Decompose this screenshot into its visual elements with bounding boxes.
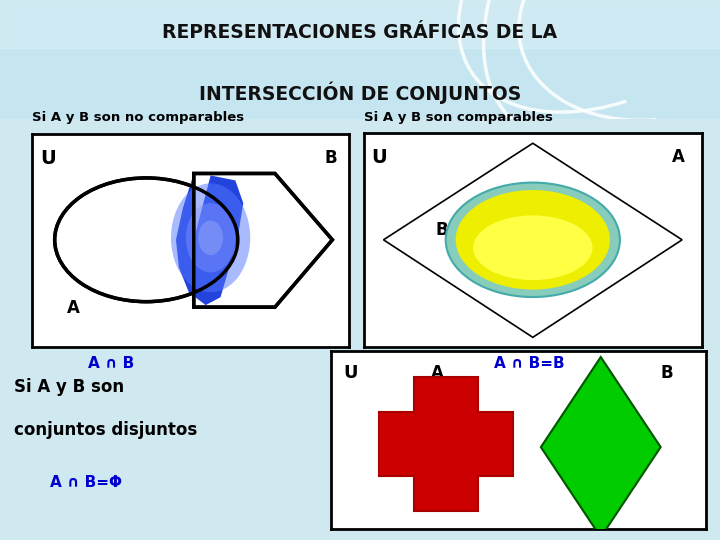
Text: U: U [40,148,56,168]
Text: A: A [431,364,444,382]
Ellipse shape [456,190,610,289]
Polygon shape [176,173,243,305]
Polygon shape [541,357,661,537]
Polygon shape [379,377,513,511]
Text: REPRESENTACIONES GRÁFICAS DE LA: REPRESENTACIONES GRÁFICAS DE LA [163,23,557,42]
Text: INTERSECCIÓN DE CONJUNTOS: INTERSECCIÓN DE CONJUNTOS [199,82,521,104]
Text: A: A [672,148,685,166]
Text: U: U [343,364,358,382]
Polygon shape [384,143,682,338]
Polygon shape [194,173,333,307]
Text: Si A y B son: Si A y B son [14,378,125,396]
Text: A ∩ B=B: A ∩ B=B [494,356,564,372]
Text: B: B [661,364,673,382]
Text: B: B [325,148,337,167]
Text: Si A y B son comparables: Si A y B son comparables [364,111,552,124]
Text: B: B [436,221,448,239]
Text: U: U [372,148,387,167]
Ellipse shape [473,215,593,280]
Text: A ∩ B: A ∩ B [89,356,135,372]
Text: A: A [67,299,80,317]
Text: Si A y B son no comparables: Si A y B son no comparables [32,111,245,124]
Ellipse shape [171,184,251,292]
Ellipse shape [186,203,235,273]
Text: conjuntos disjuntos: conjuntos disjuntos [14,421,198,439]
Ellipse shape [446,183,620,297]
Ellipse shape [198,220,223,255]
Text: A ∩ B=Φ: A ∩ B=Φ [50,475,122,490]
Ellipse shape [55,178,238,302]
